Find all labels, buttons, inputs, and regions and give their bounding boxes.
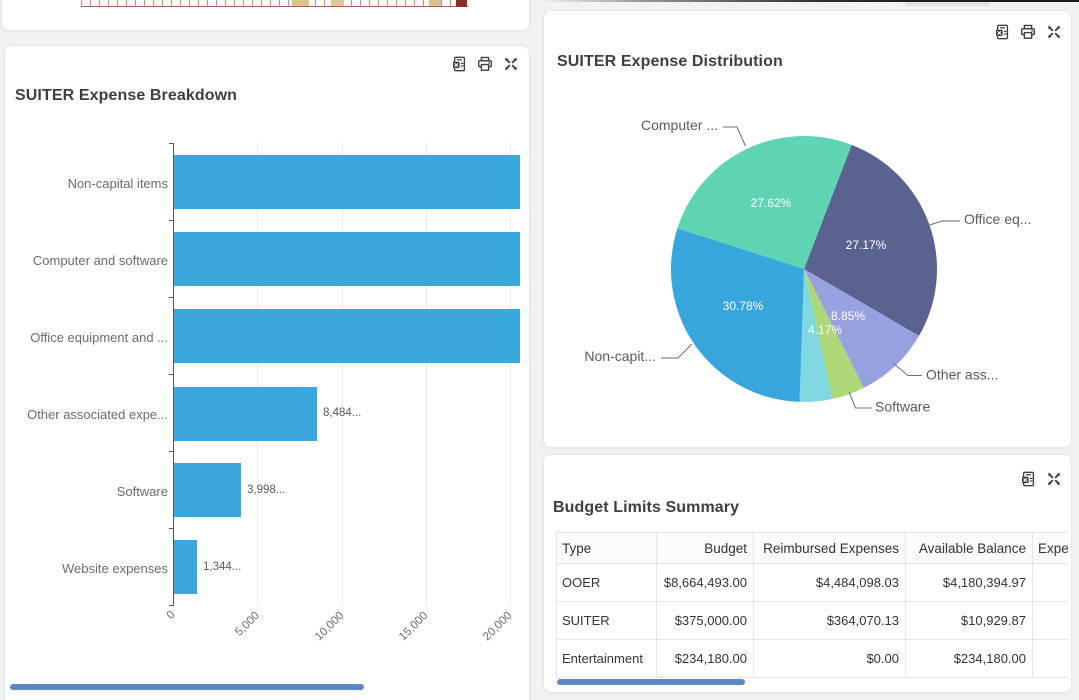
svg-text:Office eq...: Office eq... xyxy=(964,211,1031,227)
svg-text:27.62%: 27.62% xyxy=(751,196,792,210)
svg-text:27.17%: 27.17% xyxy=(846,238,887,252)
svg-text:Other ass...: Other ass... xyxy=(926,367,998,383)
svg-text:Non-capit...: Non-capit... xyxy=(584,348,656,364)
svg-text:Computer ...: Computer ... xyxy=(641,117,718,133)
svg-text:30.78%: 30.78% xyxy=(723,299,764,313)
svg-text:4.17%: 4.17% xyxy=(808,323,842,337)
svg-text:Software: Software xyxy=(875,399,930,415)
svg-text:8.85%: 8.85% xyxy=(831,309,865,323)
